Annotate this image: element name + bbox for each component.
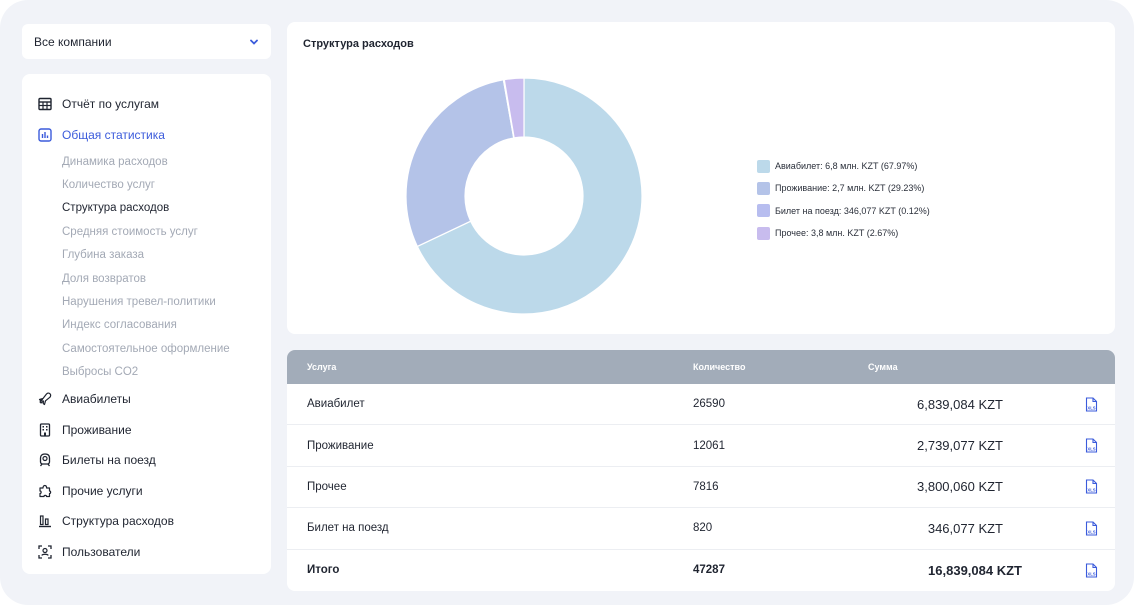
header-quantity: Количество [693,362,746,372]
subitem-co2-emissions[interactable]: Выбросы CO2 [62,366,139,379]
puzzle-icon [39,484,52,497]
subitem-expense-dynamics[interactable]: Динамика расходов [62,155,168,168]
subitem-order-depth[interactable]: Глубина заказа [62,249,145,262]
cell-sum: 16,839,084 KZT [928,562,1022,578]
sidebar-item-users[interactable]: Пользователи [22,536,271,567]
table-total-row: Итого 47287 16,839,084 KZT XLS [287,550,1115,591]
svg-text:XLS: XLS [1087,571,1095,576]
building-icon [39,423,51,437]
svg-text:XLS: XLS [1087,446,1095,451]
table-row: Проживание 12061 2,739,077 KZT XLS [287,425,1115,467]
cell-sum: 3,800,060 KZT [917,479,1003,495]
cell-service: Итого [307,564,340,577]
cell-sum: 346,077 KZT [927,520,1003,536]
table-header: Услуга Количество Сумма [287,350,1115,384]
legend-swatch [757,159,770,173]
cell-quantity: 820 [693,522,713,535]
legend-item[interactable]: Авиабилет: 6,8 млн. KZT (67.97%) [757,155,930,177]
subitem-services-count[interactable]: Количество услуг [62,179,155,192]
chart-legend: Авиабилет: 6,8 млн. KZT (67.97%) Проживан… [757,155,930,244]
legend-label: Проживание: 2,7 млн. KZT (29.23%) [775,183,925,194]
cell-sum: 2,739,077 KZT [917,438,1003,454]
legend-item[interactable]: Прочее: 3,8 млн. KZT (2.67%) [757,222,930,244]
table-icon [38,98,52,111]
cell-quantity: 7816 [693,480,719,493]
legend-label: Билет на поезд: 346,077 KZT (0.12%) [775,205,930,216]
subitem-expense-structure[interactable]: Структура расходов [62,202,170,215]
svg-text:XLS: XLS [1087,488,1095,493]
company-select[interactable]: Все компании [22,24,271,59]
header-service: Услуга [307,362,337,372]
sidebar-item-train-tickets[interactable]: Билеты на поезд [22,445,271,476]
subitem-self-booking[interactable]: Самостоятельное оформление [62,342,230,355]
cell-quantity: 47287 [693,564,725,577]
airplane-icon [38,392,52,406]
table-row: Прочее 7816 3,800,060 KZT XLS [287,467,1115,509]
slice-1[interactable] [405,79,515,248]
sidebar-item-label: Общая статистика [62,127,165,142]
subitem-approval-index[interactable]: Индекс согласования [62,319,177,332]
cell-service: Авиабилет [307,398,365,411]
table-body: Авиабилет 26590 6,839,084 KZT XLS Проживание… [287,384,1115,591]
table-row: Авиабилет 26590 6,839,084 KZT XLS [287,384,1115,426]
slice-3[interactable] [503,77,525,139]
sidebar-item-air-tickets[interactable]: Авиабилеты [22,384,271,415]
sidebar-item-accommodation[interactable]: Проживание [22,414,271,445]
sidebar-item-label: Авиабилеты [62,392,131,407]
legend-swatch [757,226,770,240]
xls-file-icon[interactable]: XLS [1085,479,1098,495]
services-table: Услуга Количество Сумма Авиабилет 26590 6,… [287,350,1115,591]
cell-service: Билет на поезд [307,522,389,535]
chevron-down-icon [250,39,258,45]
bar-chart-icon [38,128,52,142]
sidebar: Отчёт по услугам Общая статистика Динами… [22,74,271,574]
xls-file-icon[interactable]: XLS [1085,438,1098,453]
user-scan-icon [38,545,52,559]
sidebar-item-expense-structure[interactable]: Структура расходов [22,506,271,537]
cell-sum: 6,839,084 KZT [917,396,1003,412]
company-select-value: Все компании [34,34,112,49]
svg-text:XLS: XLS [1087,529,1095,534]
legend-item[interactable]: Проживание: 2,7 млн. KZT (29.23%) [757,177,930,199]
chart-title: Структура расходов [303,38,414,50]
subitem-refund-share[interactable]: Доля возвратов [62,272,147,285]
expense-structure-card: Структура расходов Авиабилет: 6,8 млн. K… [287,22,1115,334]
svg-text:XLS: XLS [1087,405,1095,410]
sidebar-item-label: Отчёт по услугам [62,97,159,112]
sidebar-item-label: Структура расходов [62,514,174,529]
donut-chart [405,77,643,315]
xls-file-icon[interactable]: XLS [1085,521,1098,536]
subitem-average-cost[interactable]: Средняя стоимость услуг [62,225,198,238]
legend-swatch [757,204,770,218]
legend-label: Авиабилет: 6,8 млн. KZT (67.97%) [775,161,918,172]
xls-file-icon[interactable]: XLS [1085,563,1098,578]
subitem-policy-violations[interactable]: Нарушения тревел-политики [62,296,216,309]
sidebar-item-services-report[interactable]: Отчёт по услугам [22,89,271,120]
legend-label: Прочее: 3,8 млн. KZT (2.67%) [775,228,899,239]
train-icon [39,453,51,467]
table-row: Билет на поезд 820 346,077 KZT XLS [287,508,1115,550]
sidebar-item-label: Пользователи [62,544,141,559]
sidebar-item-label: Прочие услуги [62,483,143,498]
legend-swatch [757,181,770,195]
cell-quantity: 26590 [693,398,725,411]
sidebar-item-other-services[interactable]: Прочие услуги [22,475,271,506]
cell-service: Прочее [307,480,347,493]
sidebar-item-label: Проживание [62,422,132,437]
slice-0[interactable] [416,77,643,315]
legend-item[interactable]: Билет на поезд: 346,077 KZT (0.12%) [757,200,930,222]
columns-icon [39,515,51,528]
cell-quantity: 12061 [693,439,725,452]
cell-service: Проживание [307,439,374,452]
sidebar-item-general-stats[interactable]: Общая статистика [22,120,271,151]
sidebar-item-label: Билеты на поезд [62,453,156,468]
header-sum: Сумма [868,362,898,372]
xls-file-icon[interactable]: XLS [1085,397,1098,412]
